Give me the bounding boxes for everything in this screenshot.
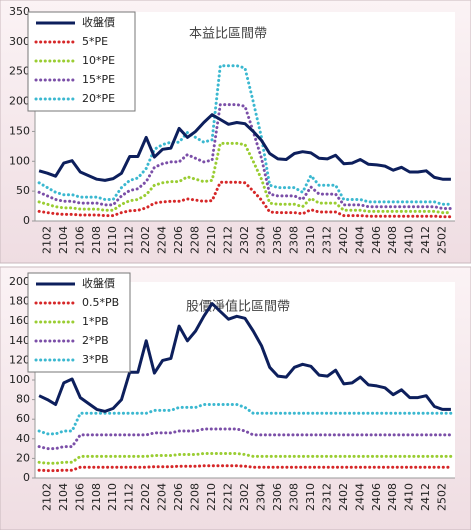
x-tick-label: 2412 — [419, 226, 432, 254]
x-tick-label: 2206 — [172, 483, 185, 511]
x-tick-label: 2108 — [90, 483, 103, 511]
y-tick-label: 100 — [9, 373, 30, 386]
x-tick-label: 2104 — [57, 483, 70, 511]
y-tick-label: 300 — [9, 35, 30, 48]
x-tick-label: 2502 — [436, 226, 449, 254]
x-tick-label: 2310 — [304, 483, 317, 511]
x-tick-label: 2410 — [403, 483, 416, 511]
y-tick-label: 180 — [9, 295, 30, 308]
series-line — [37, 180, 453, 219]
y-tick-label: 0 — [23, 214, 30, 227]
y-tick-label: 0 — [23, 471, 30, 484]
legend-label: 3*PB — [82, 353, 109, 366]
x-tick-label: 2110 — [106, 483, 119, 511]
x-tick-label: 2402 — [337, 483, 350, 511]
x-tick-label: 2202 — [139, 483, 152, 511]
series-line — [37, 103, 453, 210]
x-tick-label: 2102 — [40, 483, 53, 511]
series-line — [37, 452, 453, 465]
series-line — [37, 403, 453, 436]
x-tick-label: 2112 — [123, 483, 136, 511]
x-tick-label: 2404 — [353, 483, 366, 511]
series-line — [38, 302, 451, 413]
x-tick-label: 2204 — [156, 483, 169, 511]
legend-label: 收盤價 — [82, 15, 115, 29]
x-tick-label: 2310 — [304, 226, 317, 254]
legend-label: 5*PE — [82, 35, 108, 48]
series-line — [37, 427, 453, 451]
legend-label: 1*PB — [82, 315, 109, 328]
legend-label: 10*PE — [82, 54, 115, 67]
x-tick-label: 2110 — [106, 226, 119, 254]
legend-label: 15*PE — [82, 73, 115, 86]
y-tick-label: 200 — [9, 95, 30, 108]
y-tick-label: 50 — [16, 184, 30, 197]
series-line — [37, 464, 453, 473]
series-line — [38, 113, 451, 182]
x-tick-label: 2212 — [222, 226, 235, 254]
x-tick-label: 2308 — [287, 226, 300, 254]
y-tick-label: 40 — [16, 432, 30, 445]
legend-label: 0.5*PB — [82, 296, 119, 309]
x-tick-label: 2208 — [189, 226, 202, 254]
x-tick-label: 2208 — [189, 483, 202, 511]
x-tick-label: 2212 — [222, 483, 235, 511]
x-tick-label: 2304 — [254, 226, 267, 254]
x-tick-label: 2204 — [156, 226, 169, 254]
x-tick-label: 2404 — [353, 226, 366, 254]
x-tick-label: 2302 — [238, 483, 251, 511]
y-tick-label: 250 — [9, 65, 30, 78]
y-tick-label: 100 — [9, 154, 30, 167]
x-tick-label: 2306 — [271, 226, 284, 254]
x-tick-label: 2304 — [254, 483, 267, 511]
x-tick-label: 2102 — [40, 226, 53, 254]
x-tick-label: 2104 — [57, 226, 70, 254]
legend-label: 2*PB — [82, 334, 109, 347]
y-tick-label: 200 — [9, 275, 30, 288]
x-tick-label: 2410 — [403, 226, 416, 254]
x-tick-label: 2206 — [172, 226, 185, 254]
x-tick-label: 2408 — [386, 483, 399, 511]
x-tick-label: 2108 — [90, 226, 103, 254]
y-tick-label: 80 — [16, 393, 30, 406]
x-tick-label: 2302 — [238, 226, 251, 254]
legend-label: 20*PE — [82, 92, 115, 105]
x-tick-label: 2406 — [370, 226, 383, 254]
y-tick-label: 160 — [9, 314, 30, 327]
x-tick-label: 2112 — [123, 226, 136, 254]
x-tick-label: 2306 — [271, 483, 284, 511]
y-tick-label: 120 — [9, 353, 30, 366]
y-tick-label: 20 — [16, 451, 30, 464]
y-tick-label: 350 — [9, 5, 30, 18]
x-tick-label: 2106 — [73, 483, 86, 511]
x-tick-label: 2210 — [205, 226, 218, 254]
x-tick-label: 2210 — [205, 483, 218, 511]
x-tick-label: 2402 — [337, 226, 350, 254]
x-tick-label: 2202 — [139, 226, 152, 254]
series-line — [37, 141, 453, 215]
x-tick-label: 2106 — [73, 226, 86, 254]
y-tick-label: 140 — [9, 334, 30, 347]
chart-title: 本益比區間帶 — [189, 27, 267, 42]
chart-title: 股價淨值比區間帶 — [186, 299, 290, 315]
y-tick-label: 60 — [16, 412, 30, 425]
x-tick-label: 2406 — [370, 483, 383, 511]
legend-label: 收盤價 — [82, 276, 115, 290]
x-tick-label: 2312 — [320, 483, 333, 511]
x-tick-label: 2408 — [386, 226, 399, 254]
x-tick-label: 2312 — [320, 226, 333, 254]
y-tick-label: 150 — [9, 124, 30, 137]
x-tick-label: 2412 — [419, 483, 432, 511]
x-tick-label: 2308 — [287, 483, 300, 511]
x-tick-label: 2502 — [436, 483, 449, 511]
series-line — [37, 64, 453, 206]
